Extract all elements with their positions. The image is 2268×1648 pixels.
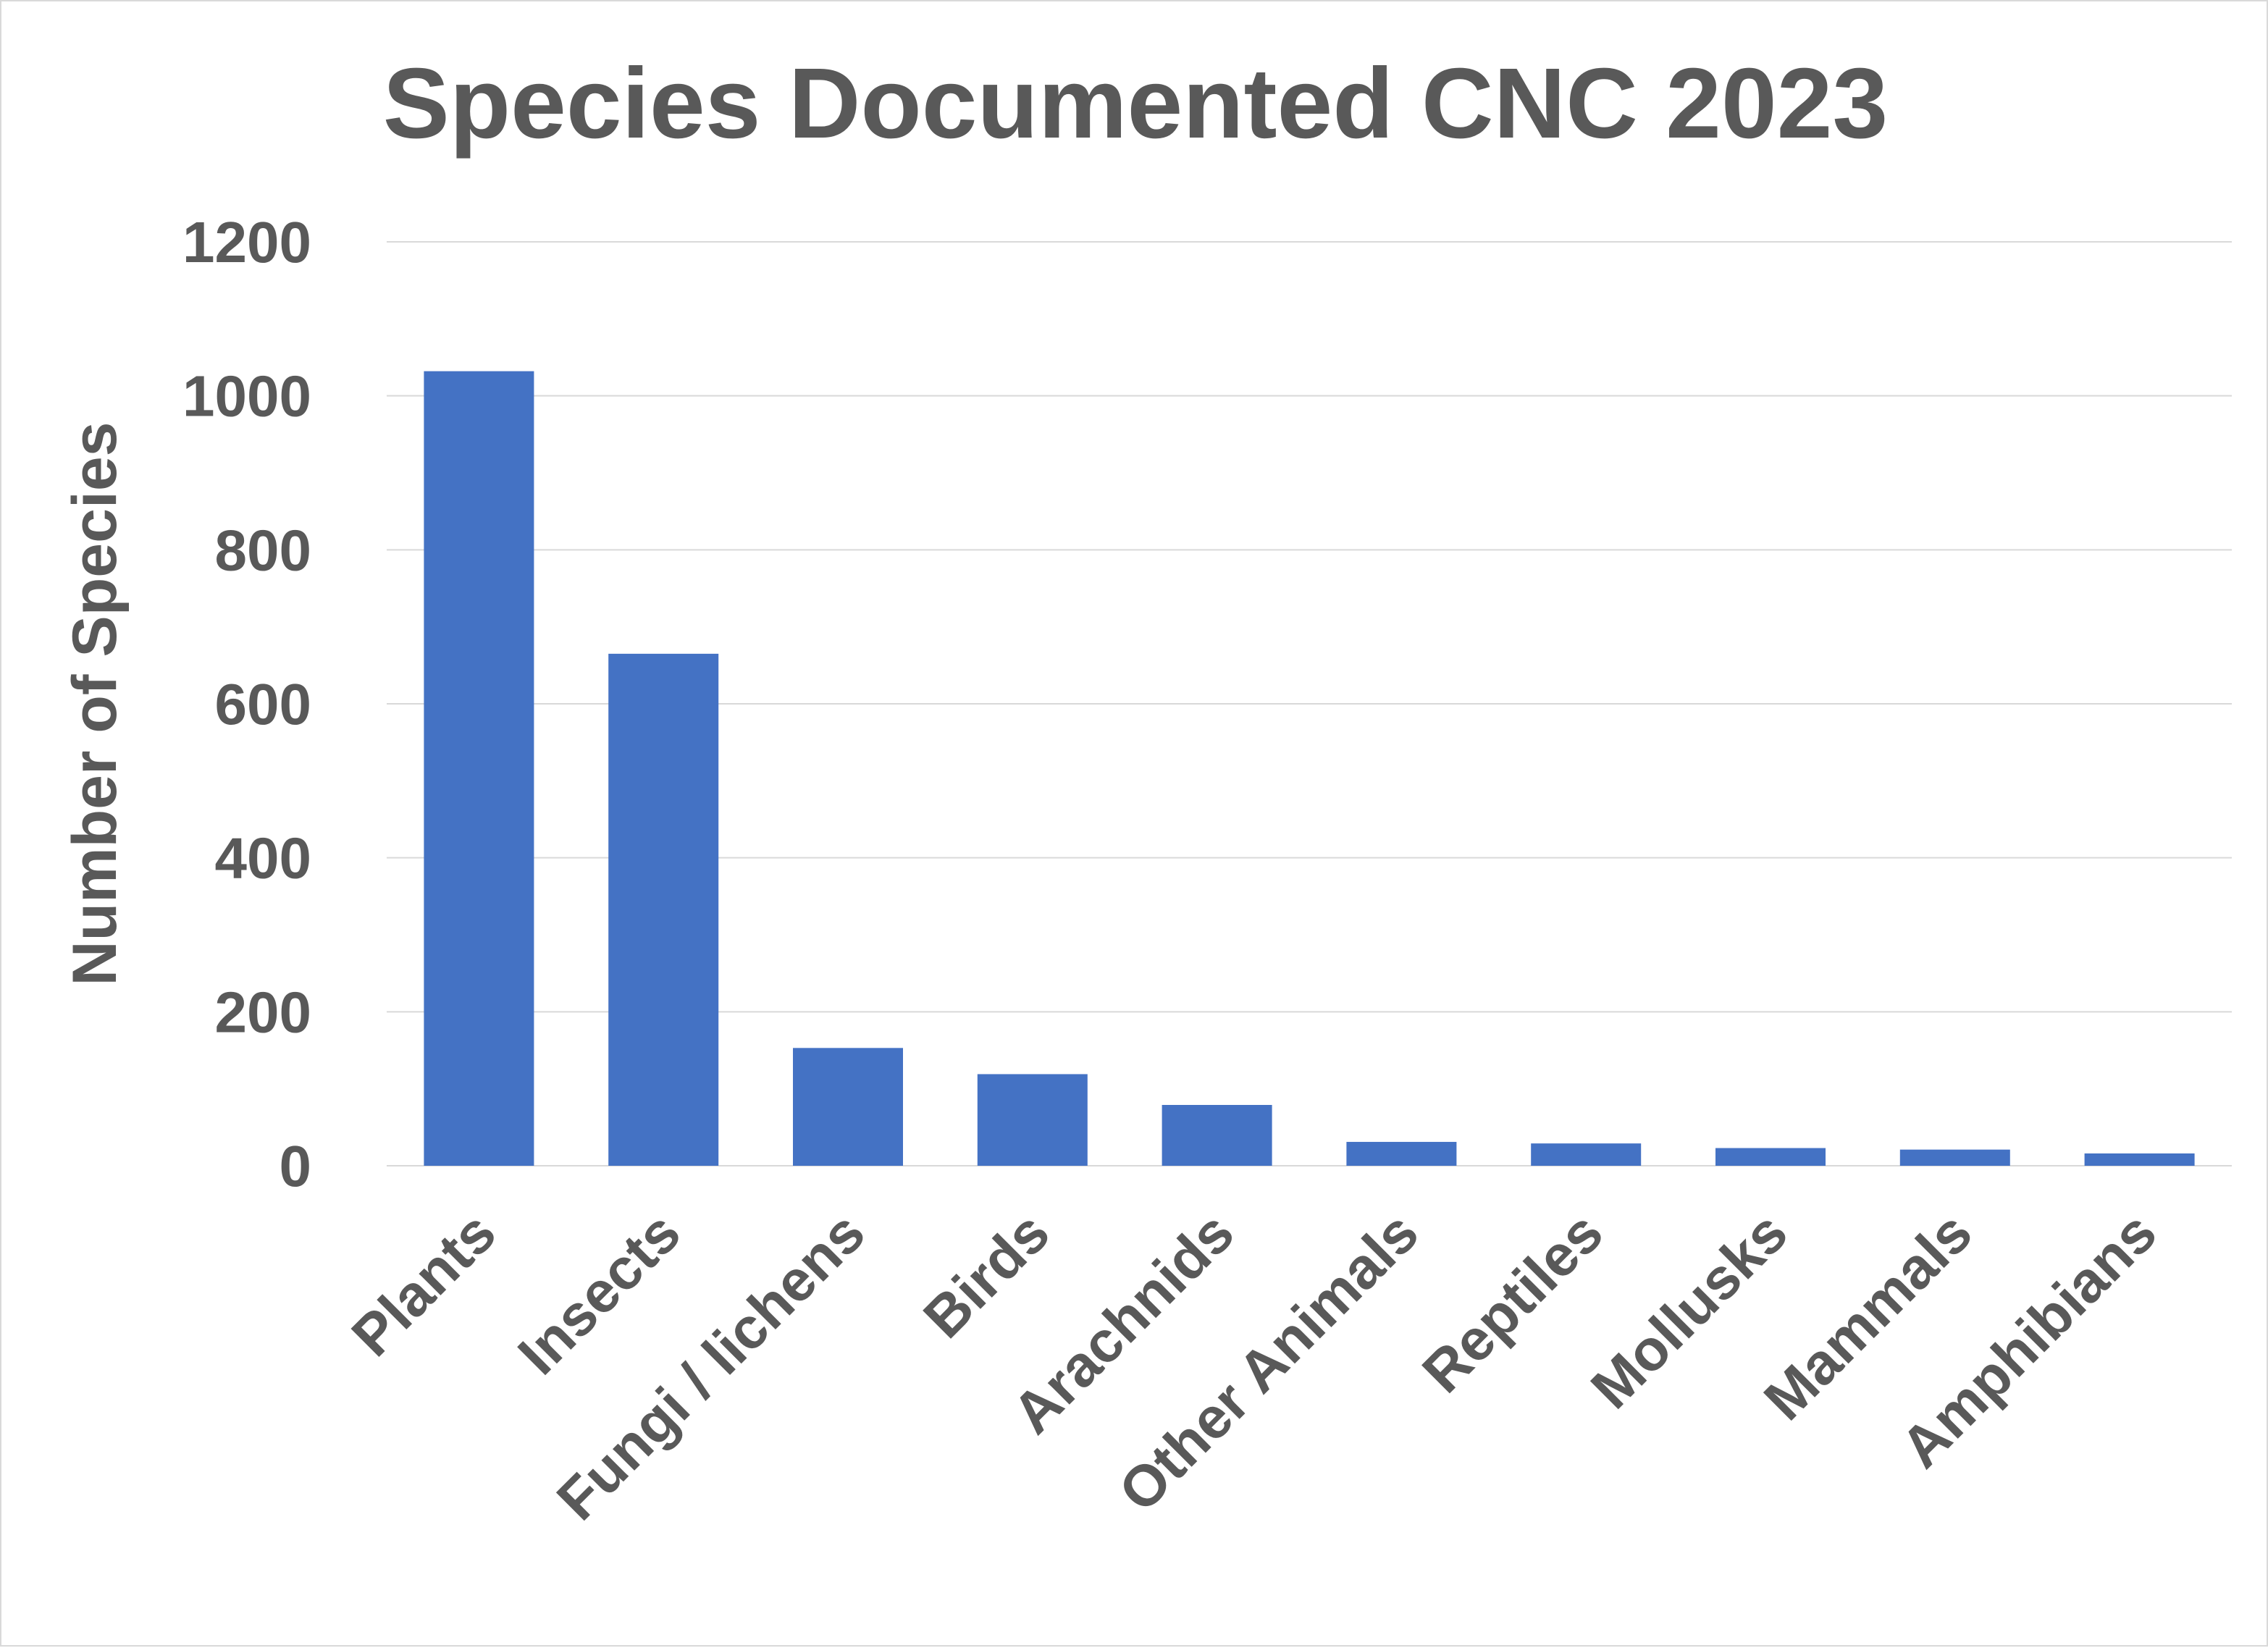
y-tick-label: 400 — [215, 826, 311, 891]
y-axis-ticks: 0 200 400 600 800 1000 1200 — [182, 210, 311, 1198]
y-axis-title: Number of Species — [60, 422, 130, 986]
y-tick-label: 0 — [280, 1134, 312, 1198]
bar — [424, 371, 534, 1166]
bar — [977, 1074, 1088, 1166]
y-tick-label: 200 — [215, 980, 311, 1044]
y-tick-label: 600 — [215, 672, 311, 736]
x-tick-label: Insects — [505, 1200, 692, 1387]
x-tick-label: Fungi / lichens — [545, 1200, 877, 1532]
x-tick-label: Birds — [911, 1200, 1062, 1350]
y-tick-label: 800 — [215, 518, 311, 582]
bar — [793, 1048, 903, 1166]
bar — [1531, 1143, 1642, 1166]
y-tick-label: 1200 — [182, 210, 311, 274]
bar — [1162, 1104, 1272, 1166]
bar — [608, 653, 719, 1166]
bar — [1715, 1148, 1826, 1166]
chart-title: Species Documented CNC 2023 — [383, 48, 1888, 159]
bar — [2084, 1153, 2195, 1166]
bars — [424, 371, 2195, 1166]
bar — [1346, 1142, 1457, 1166]
y-tick-label: 1000 — [182, 364, 311, 429]
bar — [1899, 1149, 2010, 1166]
x-tick-label: Plants — [340, 1200, 508, 1369]
